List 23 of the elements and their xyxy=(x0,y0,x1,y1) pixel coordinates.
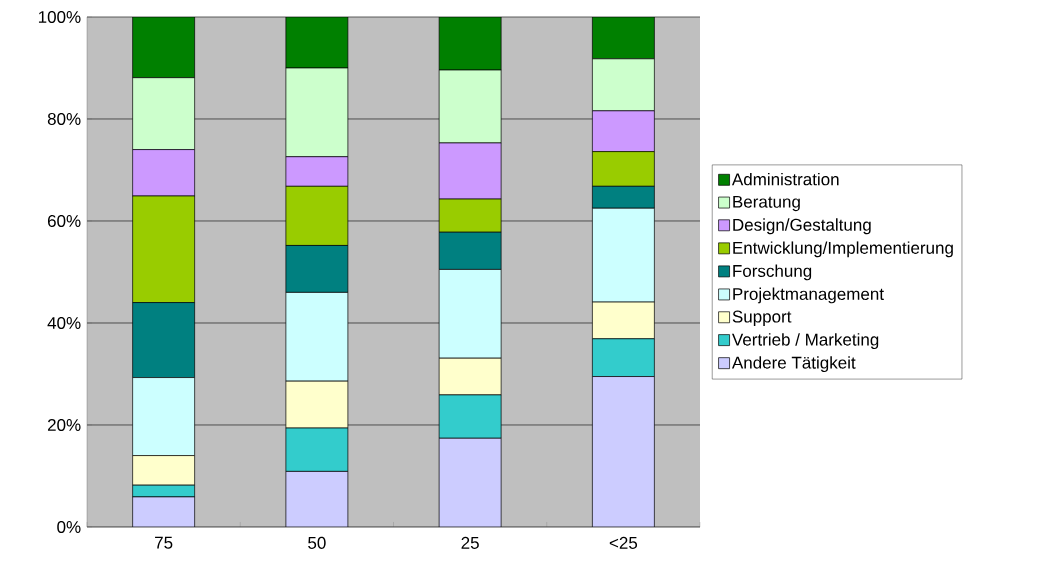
y-tick-label: 20% xyxy=(47,418,81,432)
y-tick-label: 100% xyxy=(38,10,81,24)
x-tick-label: 50 xyxy=(308,536,326,549)
bar xyxy=(285,16,349,69)
legend-label: Administration xyxy=(731,172,839,186)
legend-label: Entwicklung/Implementierung xyxy=(733,241,953,258)
legend-label: Beratung xyxy=(733,195,800,212)
x-tick-label: 75 xyxy=(155,536,173,549)
bar xyxy=(592,16,655,60)
legend-label: Design/Gestaltung xyxy=(733,218,871,235)
legend-label: Forschung xyxy=(733,264,812,281)
y-tick-label: 40% xyxy=(47,316,81,330)
legend-label: Vertrieb / Marketing xyxy=(732,333,879,350)
x-tick-label: <25 xyxy=(609,536,638,549)
legend-label: Support xyxy=(732,310,792,326)
bar xyxy=(438,16,502,71)
legend-label: Projektmanagement xyxy=(733,287,884,304)
y-tick-label: 80% xyxy=(47,112,81,126)
legend-label: Andere Tätigkeit xyxy=(731,356,856,373)
bar xyxy=(132,16,195,79)
x-tick-label: 25 xyxy=(461,536,479,549)
y-tick-label: 60% xyxy=(47,214,81,228)
y-tick-label: 0% xyxy=(57,520,81,534)
